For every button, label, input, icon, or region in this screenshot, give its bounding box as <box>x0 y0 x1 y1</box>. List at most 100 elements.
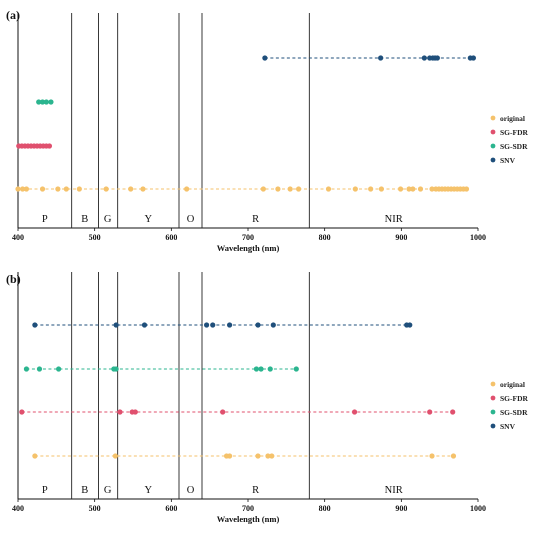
data-point-SG-SDR <box>113 366 119 372</box>
data-point-SG-SDR <box>39 99 46 105</box>
data-point-original <box>103 186 109 192</box>
data-point-SG-SDR <box>36 99 42 105</box>
data-point-original <box>15 186 21 192</box>
data-point-original <box>265 453 271 459</box>
data-point-original <box>184 186 190 192</box>
region-label: Y <box>145 485 153 496</box>
data-point-SNV <box>210 322 216 328</box>
data-point-SG-SDR <box>56 366 62 372</box>
data-point-original <box>429 186 435 192</box>
data-point-original <box>128 186 134 192</box>
x-axis-label: Wavelength (nm) <box>217 514 280 524</box>
data-point-SG-FDR <box>46 143 53 149</box>
legend-marker-SG-SDR <box>490 409 496 415</box>
data-point-SNV <box>470 55 476 61</box>
data-point-original <box>76 186 82 192</box>
data-point-original <box>227 453 233 459</box>
region-label: G <box>104 485 112 496</box>
data-point-SG-FDR <box>132 409 138 415</box>
x-tick-label: 900 <box>395 233 407 242</box>
data-point-SG-SDR <box>36 366 43 372</box>
data-point-SNV <box>434 55 440 61</box>
x-tick-label: 1000 <box>470 504 486 513</box>
data-point-original <box>296 186 302 192</box>
data-point-SNV <box>407 322 413 328</box>
x-tick-label: 900 <box>395 504 407 513</box>
data-point-original <box>287 186 293 192</box>
data-point-original <box>269 453 275 459</box>
legend-marker-SG-FDR <box>490 129 496 135</box>
data-point-SG-SDR <box>293 366 299 372</box>
data-point-original <box>417 186 424 192</box>
legend-marker-SNV <box>490 157 496 163</box>
data-point-original <box>325 186 332 192</box>
data-point-original <box>39 186 46 192</box>
x-tick-label: 400 <box>12 504 24 513</box>
region-label: O <box>187 485 195 496</box>
data-point-SG-SDR <box>43 99 49 105</box>
x-tick-label: 600 <box>165 504 177 513</box>
region-label: NIR <box>385 214 403 225</box>
data-point-original <box>63 186 69 192</box>
legend-marker-original <box>490 115 496 121</box>
data-point-SNV <box>227 322 233 328</box>
data-point-SNV <box>270 322 276 328</box>
data-point-original <box>368 186 374 192</box>
data-point-SNV <box>141 322 148 328</box>
data-point-SG-SDR <box>253 366 260 372</box>
data-point-original <box>397 186 404 192</box>
data-point-original <box>429 453 435 459</box>
data-point-original <box>32 453 38 459</box>
x-tick-label: 700 <box>242 504 254 513</box>
x-tick-label: 800 <box>319 504 331 513</box>
data-point-original <box>410 186 416 192</box>
data-point-original <box>450 453 457 459</box>
legend-marker-SG-SDR <box>490 143 496 149</box>
region-label: O <box>187 214 195 225</box>
legend-label: SG-FDR <box>500 128 529 137</box>
data-point-original <box>406 186 412 192</box>
data-point-SG-FDR <box>427 409 433 415</box>
x-tick-label: 400 <box>12 233 24 242</box>
data-point-SG-SDR <box>267 366 273 372</box>
legend-label: SG-SDR <box>500 142 528 151</box>
panel-label: (a) <box>6 8 20 22</box>
legend-label: SNV <box>500 156 516 165</box>
x-tick-label: 500 <box>89 504 101 513</box>
legend-label: original <box>500 114 525 123</box>
data-point-SNV <box>421 55 427 61</box>
region-label: Y <box>145 214 153 225</box>
data-point-original <box>255 453 261 459</box>
region-label: NIR <box>385 485 403 496</box>
x-tick-label: 700 <box>242 233 254 242</box>
data-point-SG-FDR <box>220 409 226 415</box>
x-axis-label: Wavelength (nm) <box>217 243 280 253</box>
data-point-original <box>378 186 384 192</box>
data-point-original <box>352 186 358 192</box>
data-point-SNV <box>204 322 210 328</box>
data-point-original <box>140 186 146 192</box>
legend-label: SNV <box>500 422 516 431</box>
legend-marker-SNV <box>490 423 496 429</box>
data-point-SG-FDR <box>450 409 456 415</box>
data-point-SG-SDR <box>23 366 30 372</box>
data-point-SG-FDR <box>117 409 123 415</box>
data-point-original <box>23 186 30 192</box>
legend-label: SG-FDR <box>500 394 529 403</box>
x-tick-label: 600 <box>165 233 177 242</box>
region-label: G <box>104 214 112 225</box>
x-tick-label: 1000 <box>470 233 486 242</box>
data-point-original <box>55 186 61 192</box>
region-label: P <box>42 214 48 225</box>
data-point-original <box>260 186 266 192</box>
region-label: P <box>42 485 48 496</box>
x-tick-label: 500 <box>89 233 101 242</box>
data-point-SG-SDR <box>48 99 54 105</box>
panel-label: (b) <box>6 272 21 286</box>
data-point-SNV <box>262 55 268 61</box>
data-point-SG-FDR <box>19 409 25 415</box>
data-point-SNV <box>32 322 38 328</box>
x-tick-label: 800 <box>319 233 331 242</box>
data-point-SG-FDR <box>351 409 358 415</box>
